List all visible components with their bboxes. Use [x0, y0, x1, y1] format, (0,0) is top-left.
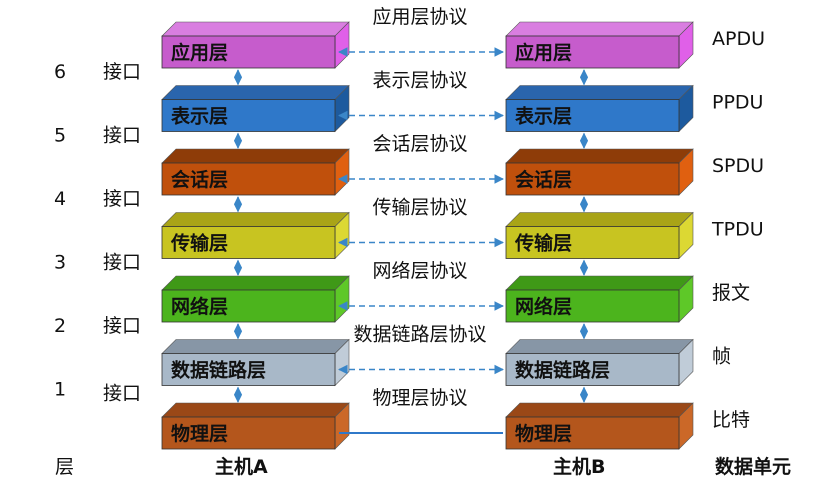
layer-name: 表示层 [515, 105, 572, 128]
data-unit-label: 帧 [712, 346, 731, 368]
data-unit-label: TPDU [711, 219, 764, 241]
layer-name: 表示层 [171, 105, 228, 128]
box-front-face [161, 289, 336, 323]
box-front-face [505, 353, 680, 386]
interface-number: 1 [54, 379, 66, 401]
box-top-face [505, 148, 694, 164]
host-b-layer-box: 数据链路层 [505, 338, 694, 387]
data-unit-label: 比特 [712, 409, 750, 431]
data-unit-label: SPDU [712, 155, 764, 177]
box-top-face [505, 402, 694, 418]
data-unit-column-header: 数据单元 [715, 455, 791, 478]
box-front-face [161, 226, 336, 259]
box-front-face [161, 35, 336, 69]
box-front-face [161, 353, 336, 386]
interface-number: 5 [54, 125, 66, 147]
layer-name: 网络层 [515, 295, 572, 318]
layer-column-header: 层 [55, 456, 74, 478]
host-a-layer-box: 传输层 [161, 211, 350, 260]
data-unit-label: APDU [712, 28, 765, 50]
interface-label: 接口 [103, 383, 141, 405]
protocol-label: 会话层协议 [372, 133, 467, 155]
host-b-label: 主机B [553, 456, 605, 478]
interface-label: 接口 [103, 61, 141, 83]
box-front-face [161, 99, 336, 132]
host-b-layer-box: 传输层 [505, 211, 694, 260]
layer-name: 数据链路层 [515, 359, 610, 382]
box-front-face [505, 162, 680, 196]
layer-name: 应用层 [171, 41, 228, 64]
host-a-layer-box: 数据链路层 [161, 338, 350, 387]
host-b-layer-box: 物理层 [505, 402, 694, 450]
host-a-layer-box: 应用层 [161, 21, 350, 69]
host-a-layer-box: 网络层 [161, 275, 350, 323]
interface-number: 2 [54, 315, 66, 337]
box-front-face [161, 162, 336, 196]
host-a-layer-box: 表示层 [161, 84, 350, 133]
box-top-face [505, 85, 694, 100]
layer-name: 会话层 [515, 168, 572, 191]
box-top-face [161, 275, 350, 291]
host-a-layer-box: 会话层 [161, 148, 350, 196]
host-a-layer-box: 物理层 [161, 402, 350, 450]
box-top-face [161, 339, 350, 354]
protocol-label: 表示层协议 [372, 70, 467, 92]
layer-name: 传输层 [514, 232, 572, 255]
data-unit-label: 报文 [712, 282, 750, 304]
interface-label: 接口 [103, 315, 141, 337]
box-top-face [161, 85, 350, 100]
box-front-face [505, 226, 680, 259]
box-front-face [505, 35, 680, 69]
layer-name: 会话层 [171, 168, 228, 191]
box-top-face [505, 21, 694, 37]
layer-name: 传输层 [170, 232, 228, 255]
host-a-label: 主机A [215, 456, 268, 478]
box-front-face [505, 416, 680, 450]
host-b-layer-box: 网络层 [505, 275, 694, 323]
box-top-face [161, 212, 350, 227]
protocol-label: 应用层协议 [372, 6, 467, 28]
interface-number: 3 [54, 252, 66, 274]
box-front-face [161, 416, 336, 450]
interface-number: 4 [54, 188, 66, 210]
protocol-label: 物理层协议 [372, 387, 467, 409]
box-front-face [505, 289, 680, 323]
layer-name: 数据链路层 [171, 359, 266, 382]
box-top-face [505, 275, 694, 291]
box-top-face [161, 402, 350, 418]
interface-label: 接口 [103, 188, 141, 210]
protocol-label: 传输层协议 [372, 197, 467, 219]
box-top-face [161, 148, 350, 164]
interface-label: 接口 [103, 252, 141, 274]
layer-name: 物理层 [515, 422, 572, 445]
box-top-face [161, 21, 350, 37]
protocol-label: 数据链路层协议 [353, 324, 486, 346]
data-unit-label: PPDU [712, 92, 763, 114]
box-top-face [505, 212, 694, 227]
layer-name: 应用层 [515, 41, 572, 64]
layer-name: 物理层 [171, 422, 228, 445]
host-b-layer-box: 应用层 [505, 21, 694, 69]
protocol-label: 网络层协议 [372, 260, 467, 282]
interface-label: 接口 [103, 125, 141, 147]
host-b-layer-box: 会话层 [505, 148, 694, 196]
layer-name: 网络层 [171, 295, 228, 318]
host-b-layer-box: 表示层 [505, 84, 694, 133]
box-front-face [505, 99, 680, 132]
box-top-face [505, 339, 694, 354]
interface-number: 6 [54, 61, 66, 83]
